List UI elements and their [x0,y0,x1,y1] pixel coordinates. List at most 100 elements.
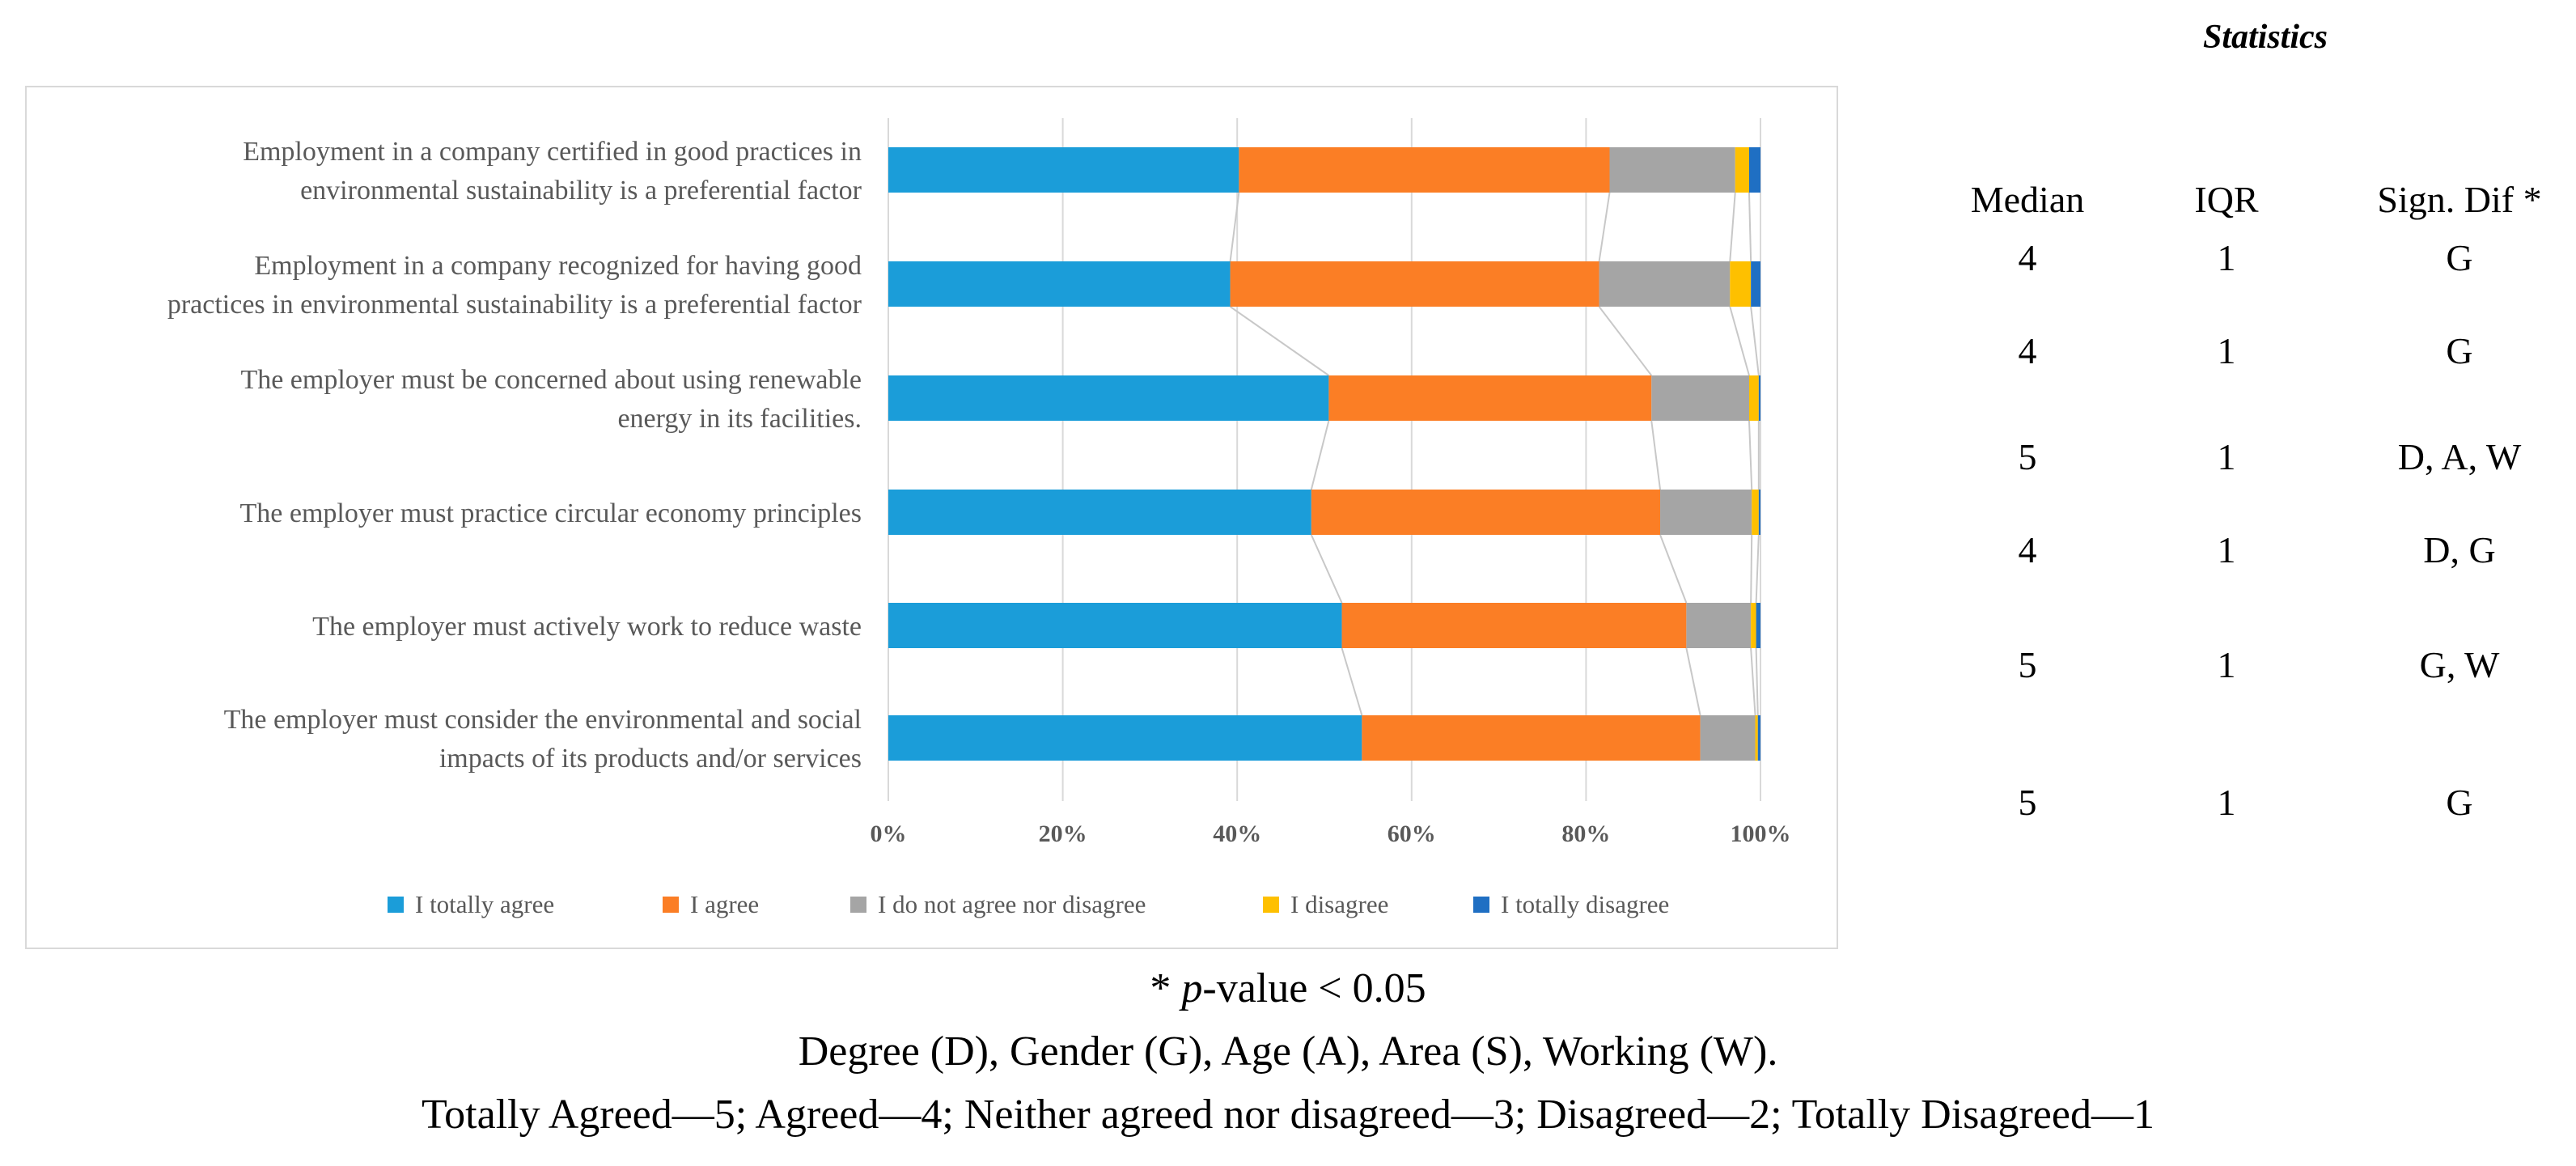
legend-label: I agree [690,890,759,918]
median-value: 4 [2018,237,2037,278]
legend-swatch [1473,897,1489,913]
sign-dif-value: D, G [2423,529,2496,570]
bar-segment [1756,603,1760,648]
bar-segment [1362,715,1701,761]
series-connector [1685,647,1701,716]
median-value: 4 [2018,529,2037,570]
stacked-bar-chart: 0% 20% 40% 60% 80% 100% Employment in a compan… [167,118,1791,918]
bar-segment [1758,375,1760,421]
bar-segment [888,603,1342,648]
legend-swatch [1263,897,1279,913]
legend-label: I do not agree nor disagree [878,890,1146,918]
series-connector [1598,192,1611,262]
category-label: practices in environmental sustainabilit… [167,290,862,320]
series-connector [1230,306,1329,376]
series-connector [1229,192,1240,262]
median-value: 5 [2018,782,2037,823]
pvalue-prefix: * [1150,965,1182,1011]
bar-segment [1599,261,1731,307]
iqr-header: IQR [2194,179,2259,220]
series-connector [1310,420,1330,490]
sign-dif-value: G [2446,237,2473,278]
sign-dif-value: G, W [2419,644,2500,685]
bar-segment [1230,261,1599,307]
series-connector [1341,647,1363,716]
series-connector [1750,534,1753,604]
bar-segment [1757,715,1760,761]
sign-dif-value: G [2446,330,2473,371]
bar-segment [1751,603,1756,648]
pvalue-text: -value < 0.05 [1202,965,1426,1011]
bar-segment [1239,147,1610,193]
bar-segment [1735,147,1749,193]
category-label: Employment in a company recognized for h… [254,251,862,281]
bar-segment [1730,261,1752,307]
category-label: The employer must actively work to reduc… [312,612,862,642]
bar-segment [1651,375,1749,421]
category-label: impacts of its products and/or services [439,744,862,774]
series-connector [1755,647,1759,716]
bar-segment [1758,490,1760,535]
legend-swatch [388,897,404,913]
pvalue-symbol: p [1181,965,1203,1011]
legend-swatch [663,897,679,913]
iqr-value: 1 [2217,644,2236,685]
bar-segment [888,261,1231,307]
sign-dif-value: D, A, W [2397,436,2522,477]
legend-label: I totally disagree [1501,890,1669,918]
x-tick-label: 20% [1039,820,1087,847]
bar-segment [888,147,1239,193]
legend-swatch [850,897,866,913]
bar-segment [1311,490,1661,535]
iqr-value: 1 [2217,782,2236,823]
category-label: energy in its facilities. [617,404,862,434]
series-connector [1729,306,1750,376]
iqr-value: 1 [2217,330,2236,371]
sign-dif-value: G [2446,782,2473,823]
x-tick-label: 100% [1731,820,1791,847]
grouping-footnote: Degree (D), Gender (G), Age (A), Area (S… [798,1028,1778,1075]
series-connector [1750,647,1756,716]
iqr-value: 1 [2217,237,2236,278]
bar-segment [1660,490,1752,535]
category-label: The employer must consider the environme… [224,705,862,735]
bar-segment [1748,147,1760,193]
statistics-title: Statistics [2202,19,2328,56]
bar-segment [1341,603,1687,648]
bar-segment [1755,715,1758,761]
sign-dif-header: Sign. Dif * [2377,179,2542,220]
series-connector [1729,192,1736,262]
legend-label: I disagree [1290,890,1388,918]
median-value: 4 [2018,330,2037,371]
x-tick-label: 0% [871,820,907,847]
category-label: Employment in a company certified in goo… [243,137,862,167]
series-connector [1748,420,1753,490]
bar-segment [1751,261,1760,307]
median-value: 5 [2018,436,2037,477]
pvalue-footnote: * p-value < 0.05 [0,965,2576,1012]
bar-segment [1328,375,1652,421]
median-header: Median [1970,179,2085,220]
series-connector [1650,420,1662,490]
iqr-value: 1 [2217,529,2236,570]
series-connector [1750,306,1760,376]
iqr-value: 1 [2217,436,2236,477]
chart-frame: 0% 20% 40% 60% 80% 100% Employment in a compan… [25,86,1838,949]
scale-footnote: Totally Agreed—5; Agreed—4; Neither agre… [422,1092,2154,1138]
category-label: The employer must be concerned about usi… [240,365,862,395]
series-connector [1659,534,1688,604]
series-connector [1755,534,1760,604]
bar-segment [1609,147,1735,193]
series-connector [1748,192,1752,262]
median-value: 5 [2018,644,2037,685]
x-tick-label: 40% [1213,820,1261,847]
bar-segment [888,490,1311,535]
x-tick-label: 80% [1561,820,1610,847]
x-tick-label: 60% [1388,820,1436,847]
category-label: environmental sustainability is a prefer… [300,176,862,206]
bar-segment [888,375,1329,421]
series-connector [1598,306,1653,376]
bar-segment [1748,375,1759,421]
series-connector [1310,534,1343,604]
category-label: The employer must practice circular econ… [240,498,862,528]
